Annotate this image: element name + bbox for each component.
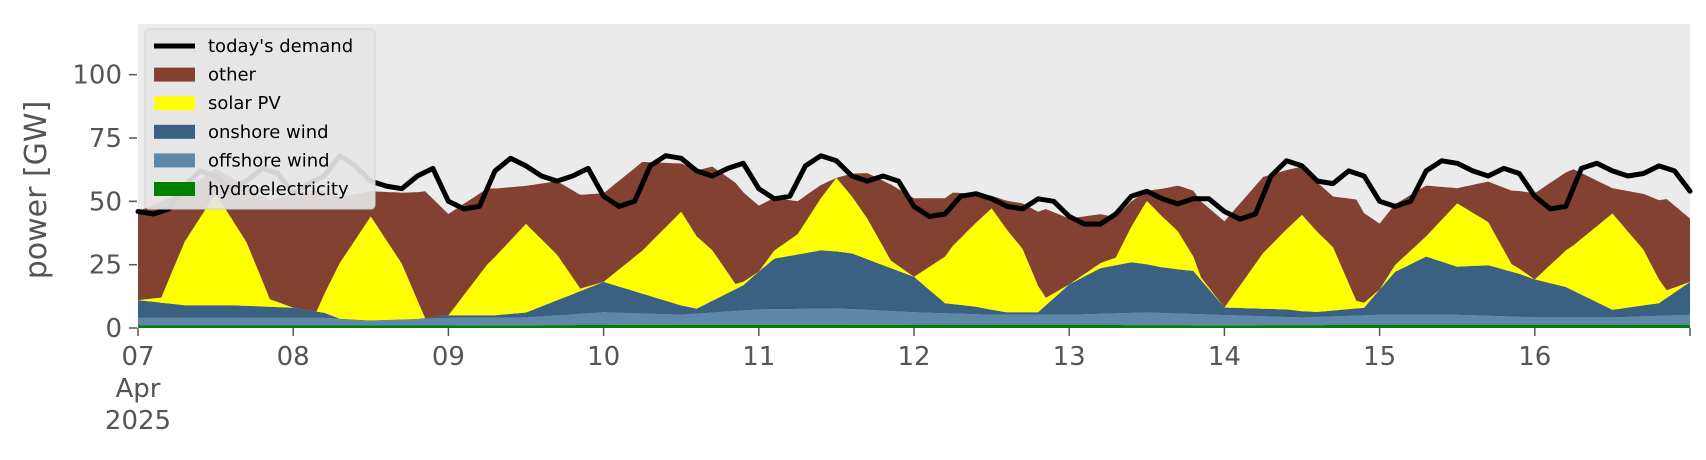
x-tick-label: 07 xyxy=(121,342,154,372)
legend-swatch-onshore-wind xyxy=(154,124,195,139)
area-solar-pv xyxy=(138,177,1690,321)
x-tick-label: 11 xyxy=(742,342,775,372)
y-tick-label: 75 xyxy=(89,124,122,154)
x-tick-label: 08 xyxy=(277,342,310,372)
legend: today's demand other solar PV onshore wind o… xyxy=(144,28,376,210)
legend-label-onshore-wind: onshore wind xyxy=(208,122,329,143)
legend-swatch-hydroelectricity xyxy=(154,182,195,196)
y-tick-label: 100 xyxy=(72,61,122,91)
legend-label-other: other xyxy=(208,65,257,86)
x-tick-label: 16 xyxy=(1518,342,1551,372)
x-tick-label: 09 xyxy=(432,342,465,372)
legend-box xyxy=(144,28,376,210)
area-other xyxy=(138,161,1690,318)
legend-swatch-offshore-wind xyxy=(154,153,195,168)
demand-line-group xyxy=(135,153,1693,227)
legend-label-today-s-demand: today's demand xyxy=(208,36,353,57)
x-tick-label: 12 xyxy=(897,342,930,372)
demand-line xyxy=(135,153,1693,227)
x-tick-label: 2025 xyxy=(105,406,171,436)
legend-swatch-other xyxy=(154,67,195,82)
y-tick-label: 25 xyxy=(89,251,122,281)
area-offshore-wind xyxy=(138,308,1690,326)
legend-label-solar-pv: solar PV xyxy=(208,93,281,114)
stacked-areas xyxy=(138,161,1690,328)
legend-swatch-solar-pv xyxy=(154,96,195,111)
x-tick-label: 10 xyxy=(587,342,620,372)
x-tick-label: Apr xyxy=(116,374,161,404)
x-tick-label: 15 xyxy=(1363,342,1396,372)
legend-label-offshore-wind: offshore wind xyxy=(208,150,330,171)
x-tick-label: 13 xyxy=(1053,342,1086,372)
y-tick-label: 0 xyxy=(105,314,122,344)
y-tick-label: 50 xyxy=(89,187,122,217)
area-onshore-wind xyxy=(138,250,1690,321)
y-axis-title: power [GW] xyxy=(19,101,54,280)
area-hydroelectricity xyxy=(138,324,1690,328)
legend-label-hydroelectricity: hydroelectricity xyxy=(208,179,349,200)
x-tick-label: 14 xyxy=(1208,342,1241,372)
